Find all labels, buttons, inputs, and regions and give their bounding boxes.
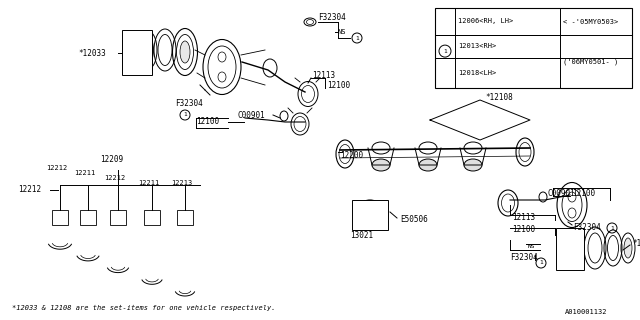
Bar xyxy=(556,228,584,270)
Bar xyxy=(144,210,160,225)
Text: 1: 1 xyxy=(610,226,614,230)
Bar xyxy=(52,210,68,225)
Text: *12108: *12108 xyxy=(485,93,513,102)
Bar xyxy=(177,210,193,225)
Text: C00901: C00901 xyxy=(548,189,576,198)
Bar xyxy=(435,8,632,88)
Text: *12033: *12033 xyxy=(632,238,640,247)
Text: 12006<RH, LH>: 12006<RH, LH> xyxy=(458,19,513,25)
Text: *12033: *12033 xyxy=(78,49,106,58)
Text: 1: 1 xyxy=(183,113,187,117)
Text: < -'05MY0503>: < -'05MY0503> xyxy=(563,19,618,25)
Ellipse shape xyxy=(464,159,482,171)
Text: 1: 1 xyxy=(539,260,543,266)
Text: 12018<LH>: 12018<LH> xyxy=(458,70,496,76)
Text: F32304: F32304 xyxy=(510,253,538,262)
Text: ('06MY0501- ): ('06MY0501- ) xyxy=(563,58,618,65)
Text: 12211: 12211 xyxy=(74,170,95,176)
Bar xyxy=(122,30,152,75)
Text: 12212: 12212 xyxy=(18,186,41,195)
Text: F32304: F32304 xyxy=(318,13,346,22)
Text: *12033 & 12108 are the set-items for one vehicle respectively.: *12033 & 12108 are the set-items for one… xyxy=(12,305,275,311)
Text: 12100: 12100 xyxy=(572,189,595,198)
Text: NS: NS xyxy=(338,29,346,35)
Text: NS: NS xyxy=(528,244,536,249)
Text: 12013<RH>: 12013<RH> xyxy=(458,44,496,50)
Text: 12100: 12100 xyxy=(512,226,535,235)
Text: F32304: F32304 xyxy=(175,99,203,108)
Text: 12113: 12113 xyxy=(312,70,335,79)
Bar xyxy=(110,210,126,225)
Text: 13021: 13021 xyxy=(350,230,373,239)
Ellipse shape xyxy=(372,159,390,171)
Text: 12113: 12113 xyxy=(512,213,535,222)
Text: 12213: 12213 xyxy=(171,180,192,186)
Bar xyxy=(80,210,96,225)
Text: C00901: C00901 xyxy=(238,110,266,119)
Text: 12212: 12212 xyxy=(104,175,125,181)
Text: 12212: 12212 xyxy=(46,165,67,171)
Text: 1: 1 xyxy=(443,49,447,53)
Bar xyxy=(352,200,388,230)
Text: 12100: 12100 xyxy=(327,81,350,90)
Ellipse shape xyxy=(624,238,632,258)
Text: 12100: 12100 xyxy=(196,117,219,126)
Text: F32304: F32304 xyxy=(573,223,601,233)
Text: E50506: E50506 xyxy=(400,215,428,225)
Text: 1: 1 xyxy=(355,36,359,41)
Ellipse shape xyxy=(180,41,190,63)
Text: 12200: 12200 xyxy=(340,150,363,159)
Text: 12209: 12209 xyxy=(100,156,123,164)
Text: 12211: 12211 xyxy=(138,180,159,186)
Ellipse shape xyxy=(419,159,437,171)
Text: A010001132: A010001132 xyxy=(565,309,607,315)
